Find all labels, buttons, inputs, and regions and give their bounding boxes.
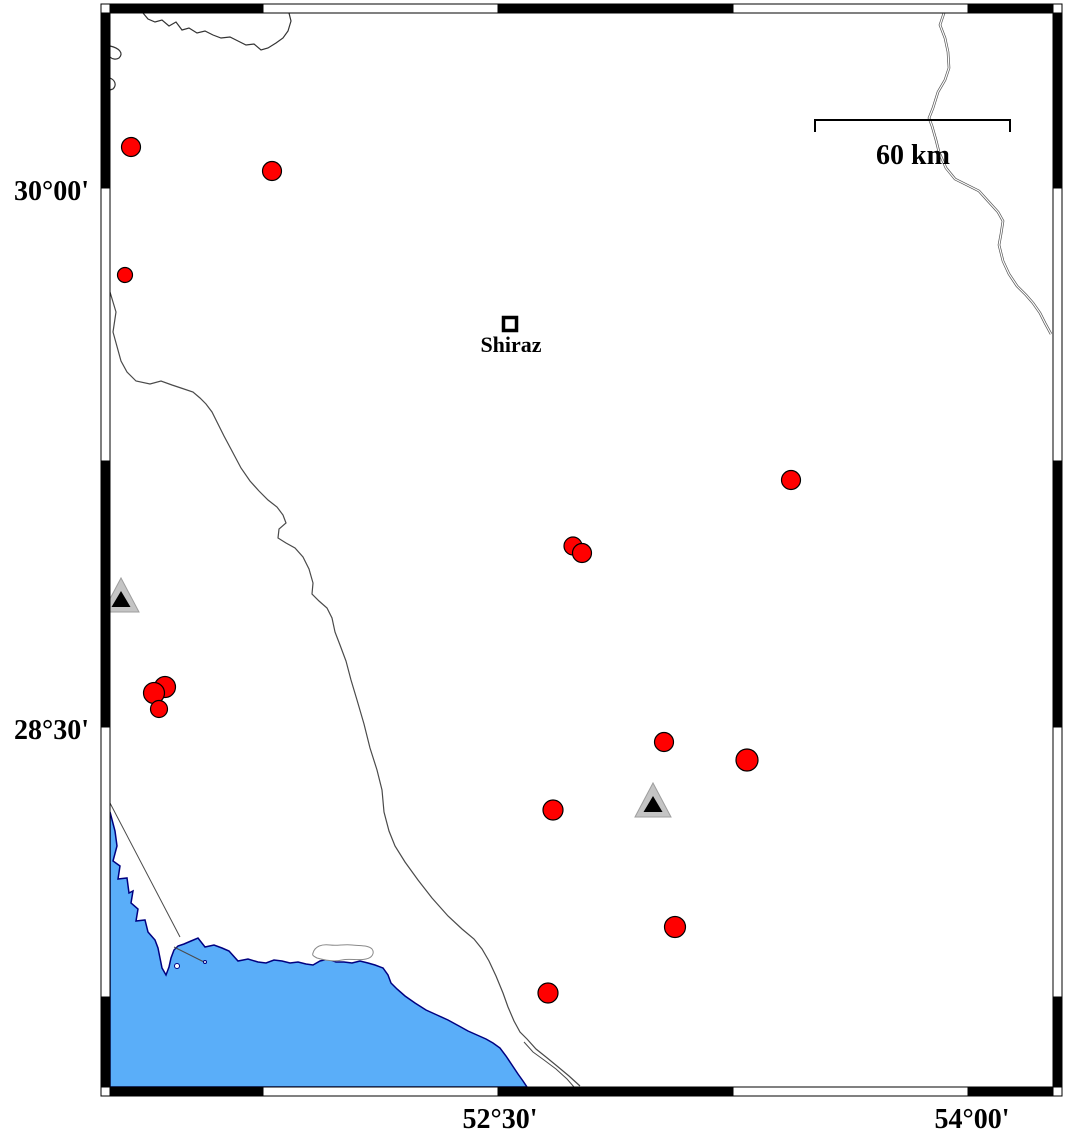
scale-bar: [814, 119, 1011, 132]
frame-segment-left: [100, 726, 111, 998]
lat-label-bottom: 28°30': [14, 715, 89, 746]
city-marker-square: [501, 315, 519, 333]
frame-corner: [100, 3, 111, 14]
epicenter-marker: [542, 799, 564, 821]
epicenter-marker: [116, 266, 134, 284]
frame-segment-bottom: [497, 1086, 734, 1097]
frame-segment-bottom: [732, 1086, 969, 1097]
frame-segment-top: [732, 3, 969, 14]
river-line: [927, 12, 1053, 335]
frame-segment-bottom: [109, 1086, 264, 1097]
epicenter-marker: [261, 160, 283, 182]
frame-segment-top: [497, 3, 734, 14]
frame-segment-bottom: [967, 1086, 1054, 1097]
border-wedge-line: [109, 802, 181, 938]
scale-bar-label: 60 km: [876, 140, 950, 171]
epicenter-marker: [149, 699, 169, 719]
frame-segment-right: [1052, 12, 1063, 189]
lon-label-right: 54°00': [935, 1104, 1010, 1135]
lat-label-top: 30°00': [14, 176, 89, 207]
frame-segment-bottom: [262, 1086, 499, 1097]
frame-segment-top: [109, 3, 264, 14]
station-triangle-inner: [111, 591, 131, 607]
boundary-arc: [142, 12, 292, 51]
frame-segment-left: [100, 460, 111, 728]
epicenter-marker: [780, 469, 802, 491]
epicenter-marker: [735, 748, 759, 772]
edge-loop: [109, 45, 122, 60]
epicenter-marker: [663, 915, 687, 939]
coastal-lagoon: [312, 944, 374, 962]
frame-segment-left: [100, 187, 111, 462]
frame-corner: [1052, 3, 1063, 14]
border-line: [109, 291, 581, 1087]
frame-segment-right: [1052, 726, 1063, 998]
epicenters-layer: [116, 136, 802, 1004]
frame-segment-top: [967, 3, 1054, 14]
island-ferry-line: [173, 946, 205, 963]
lon-label-left: 52°30': [463, 1104, 538, 1135]
station-triangle-inner: [643, 796, 663, 812]
epicenter-marker: [120, 136, 142, 158]
frame-segment-right: [1052, 996, 1063, 1088]
frame-segment-top: [262, 3, 499, 14]
border-line-parallel: [523, 1041, 575, 1088]
sea-polygon: [109, 811, 529, 1088]
small-island: [174, 963, 180, 969]
frame-layer: [100, 3, 1063, 1097]
epicenter-marker: [653, 731, 675, 753]
frame-corner: [1052, 1086, 1063, 1097]
frame-segment-left: [100, 996, 111, 1088]
epicenter-marker: [537, 982, 559, 1004]
river-line-inner: [928, 12, 1052, 335]
frame-segment-right: [1052, 187, 1063, 462]
small-island: [203, 960, 207, 964]
edge-loop: [109, 77, 116, 91]
epicenter-marker: [571, 542, 593, 564]
stations-layer: [102, 576, 672, 818]
frame-segment-right: [1052, 460, 1063, 728]
city-label: Shiraz: [480, 332, 541, 357]
frame-segment-left: [100, 12, 111, 189]
frame-corner: [100, 1086, 111, 1097]
